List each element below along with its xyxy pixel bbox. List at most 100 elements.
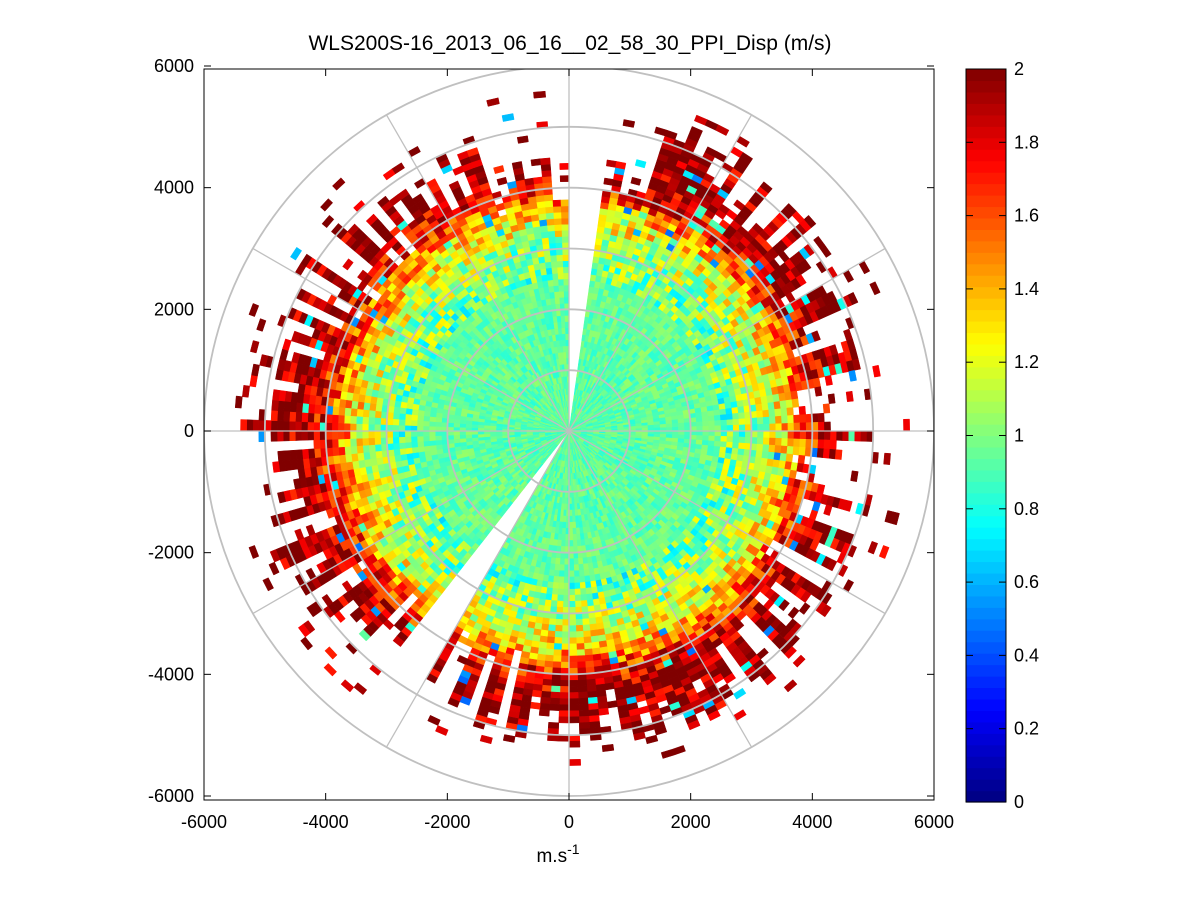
ppi-cell — [725, 407, 733, 415]
ppi-cell — [568, 570, 575, 578]
ppi-cell — [708, 435, 716, 442]
ppi-cell — [529, 701, 541, 710]
ppi-cell — [586, 690, 598, 699]
ppi-cell — [606, 159, 617, 168]
ppi-cell — [759, 181, 773, 194]
ppi-cell — [568, 655, 578, 663]
ppi-cell — [702, 430, 710, 437]
ppi-cell — [737, 406, 745, 414]
ppi-cell — [585, 593, 593, 601]
ppi-cell — [755, 450, 763, 459]
ppi-cell — [575, 637, 585, 645]
ppi-cell — [769, 416, 776, 425]
ppi-cell — [793, 438, 801, 448]
ppi-cell — [587, 696, 598, 705]
ppi-cell — [583, 569, 590, 577]
ppi-cell — [561, 637, 570, 645]
ppi-cell — [720, 414, 728, 421]
ppi-cell — [823, 439, 831, 450]
ppi-cell — [548, 618, 557, 626]
ppi-cell — [653, 424, 661, 429]
ppi-cell — [720, 419, 728, 426]
ppi-cell — [545, 648, 554, 656]
ppi-cell — [568, 576, 575, 584]
ppi-cell — [559, 692, 570, 699]
ppi-cell — [671, 434, 679, 439]
ppi-cell — [883, 452, 891, 465]
ppi-cell — [584, 654, 594, 662]
ppi-cell — [573, 576, 580, 584]
ppi-cell — [577, 679, 588, 687]
ppi-cell — [622, 119, 636, 128]
ppi-cell — [847, 291, 859, 306]
ppi-cell — [731, 407, 739, 415]
ppi-cell — [551, 588, 559, 596]
ppi-cell — [708, 420, 716, 427]
ppi-cell — [714, 435, 722, 442]
ppi-cell — [822, 448, 831, 459]
ppi-cell — [798, 405, 806, 416]
ppi-cell — [822, 403, 831, 414]
ppi-cell — [630, 176, 642, 186]
ppi-cell — [531, 689, 542, 698]
ppi-cell — [561, 631, 570, 639]
ppi-cell — [576, 539, 582, 547]
ppi-cell — [701, 416, 709, 422]
ppi-cell — [811, 330, 821, 342]
ppi-cell — [563, 570, 570, 578]
ppi-cell — [713, 409, 721, 416]
ppi-cell — [695, 412, 703, 418]
ppi-cell — [738, 412, 746, 420]
ppi-cell — [560, 661, 570, 669]
ppi-cell — [583, 636, 592, 644]
ppi-cell — [578, 715, 590, 724]
ppi-cell — [550, 679, 561, 687]
ppi-cell — [563, 588, 570, 596]
ppi-cell — [701, 411, 709, 418]
ppi-cell — [845, 390, 854, 402]
ppi-cell — [780, 407, 788, 417]
ppi-cell — [757, 423, 764, 432]
ppi-cell — [767, 451, 775, 461]
ppi-cell — [854, 430, 862, 442]
ppi-cell — [787, 415, 795, 424]
ppi-cell — [568, 686, 579, 693]
ppi-cell — [568, 710, 580, 718]
ppi-cell — [561, 619, 570, 626]
ppi-cell — [568, 637, 577, 645]
ppi-cell — [558, 710, 570, 718]
ppi-cell — [586, 599, 594, 607]
ppi-cell — [568, 600, 576, 608]
ppi-cell — [578, 563, 584, 571]
ppi-cell — [571, 509, 576, 517]
ppi-cell — [578, 575, 586, 583]
ppi-cell — [799, 414, 807, 424]
ppi-cell — [860, 430, 868, 442]
ppi-cell — [556, 594, 564, 602]
ppi-cell — [799, 422, 807, 432]
ppi-cell — [568, 619, 577, 626]
ppi-cell — [557, 582, 564, 590]
ppi-cell — [850, 470, 859, 482]
ppi-cell — [576, 649, 585, 657]
ppi-cell — [720, 425, 728, 432]
ppi-cell — [756, 437, 764, 445]
ppi-cell — [726, 430, 734, 437]
ppi-cell — [553, 643, 562, 651]
ppi-cell — [756, 410, 764, 419]
ppi-cell — [538, 709, 550, 717]
plot-area: -6000 -4000 -2000 0 2000 4000 6000 60004000200… — [148, 56, 954, 832]
ppi-cell — [774, 445, 782, 454]
ppi-cell — [584, 660, 595, 668]
ppi-cell — [793, 414, 801, 424]
ppi-cell — [568, 588, 575, 596]
ppi-cell — [578, 569, 585, 577]
ppi-cell — [552, 582, 559, 590]
ppi-cell — [574, 600, 582, 608]
ppi-cell — [795, 274, 807, 287]
ppi-cell — [738, 418, 746, 426]
ppi-cell — [550, 594, 558, 602]
ppi-cell — [756, 443, 764, 452]
ppi-cell — [554, 624, 563, 632]
ppi-cell — [793, 430, 801, 440]
